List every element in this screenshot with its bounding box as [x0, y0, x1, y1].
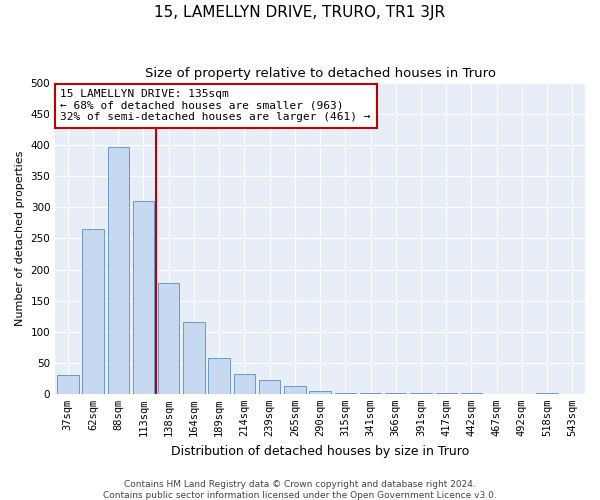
Bar — [158, 283, 179, 394]
Bar — [107, 147, 129, 394]
Bar — [360, 393, 381, 394]
Bar — [385, 393, 406, 394]
Bar — [233, 374, 255, 394]
Bar — [82, 229, 104, 394]
Bar — [461, 393, 482, 394]
Bar — [310, 390, 331, 394]
Bar — [436, 393, 457, 394]
Bar — [57, 375, 79, 394]
X-axis label: Distribution of detached houses by size in Truro: Distribution of detached houses by size … — [171, 444, 469, 458]
Title: Size of property relative to detached houses in Truro: Size of property relative to detached ho… — [145, 68, 496, 80]
Bar — [335, 392, 356, 394]
Text: 15 LAMELLYN DRIVE: 135sqm
← 68% of detached houses are smaller (963)
32% of semi: 15 LAMELLYN DRIVE: 135sqm ← 68% of detac… — [61, 90, 371, 122]
Bar — [410, 393, 432, 394]
Bar — [183, 322, 205, 394]
Bar — [208, 358, 230, 394]
Text: 15, LAMELLYN DRIVE, TRURO, TR1 3JR: 15, LAMELLYN DRIVE, TRURO, TR1 3JR — [154, 5, 446, 20]
Bar — [284, 386, 305, 394]
Bar — [536, 393, 558, 394]
Bar — [259, 380, 280, 394]
Bar — [133, 201, 154, 394]
Y-axis label: Number of detached properties: Number of detached properties — [15, 150, 25, 326]
Text: Contains HM Land Registry data © Crown copyright and database right 2024.
Contai: Contains HM Land Registry data © Crown c… — [103, 480, 497, 500]
